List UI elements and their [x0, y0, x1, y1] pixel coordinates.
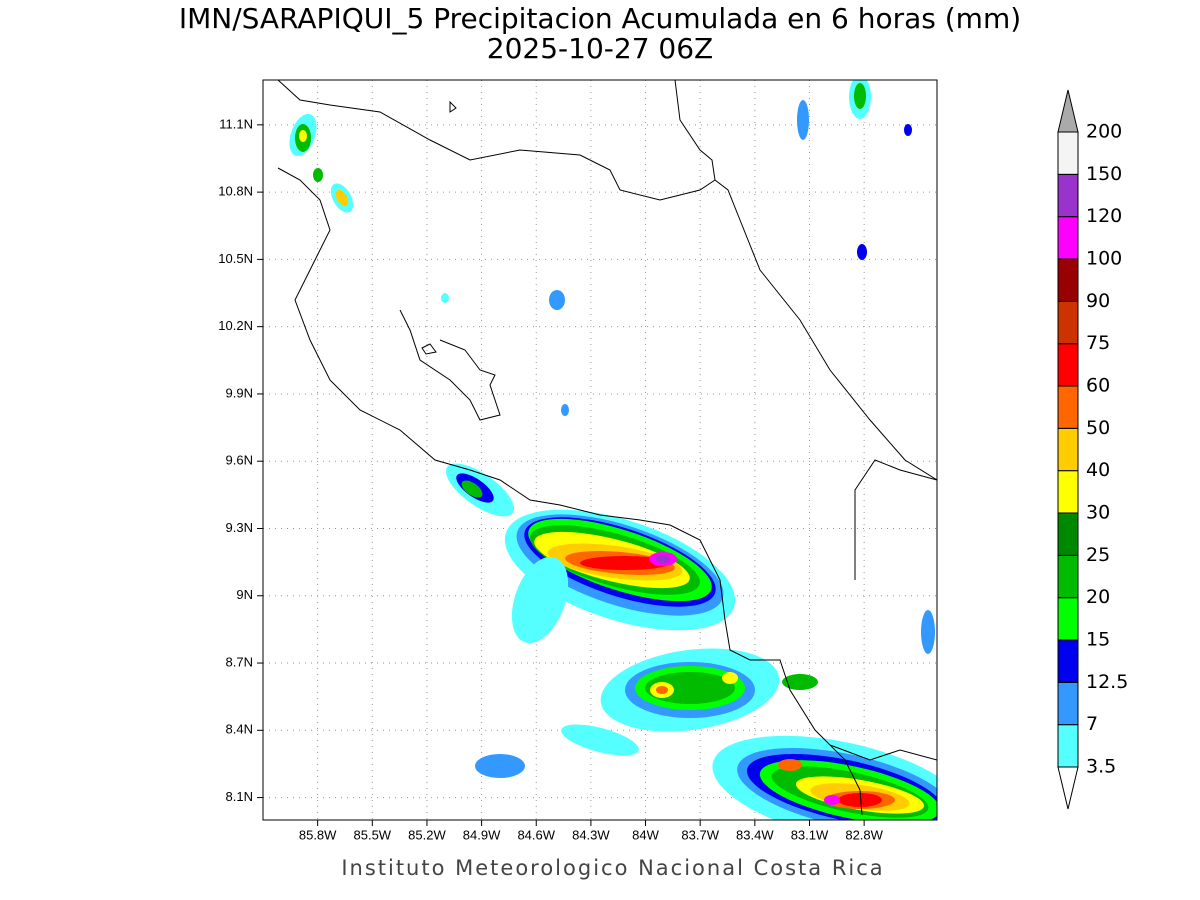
colorbar-segment — [1057, 258, 1079, 302]
colorbar-segment — [1057, 300, 1079, 345]
colorbar-segment — [1057, 597, 1079, 641]
x-tick-label: 85.2W — [408, 827, 446, 842]
colorbar-label: 7 — [1086, 713, 1098, 735]
y-tick-label: 10.8N — [218, 184, 253, 199]
title: IMN/SARAPIQUI_5 Precipitacion Acumulada … — [179, 2, 1021, 35]
x-tick-label: 84.3W — [572, 827, 610, 842]
colorbar-segment — [1057, 470, 1079, 514]
colorbar-segment — [1057, 131, 1079, 175]
x-tick-label: 84.9W — [463, 827, 501, 842]
footer: Instituto Meteorologico Nacional Costa R… — [341, 856, 884, 880]
colorbar-segment — [1057, 385, 1079, 429]
y-tick-label: 11.1N — [219, 116, 253, 131]
y-tick-label: 8.1N — [226, 789, 253, 804]
x-tick-label: 84.6W — [517, 827, 555, 842]
colorbar-label: 50 — [1086, 417, 1110, 439]
colorbar-under — [1057, 766, 1079, 810]
colorbar-label: 30 — [1086, 502, 1110, 524]
y-tick-label: 8.4N — [226, 722, 253, 737]
x-tick-label: 85.5W — [354, 827, 392, 842]
colorbar-segment — [1057, 512, 1079, 556]
y-tick-label: 9.3N — [226, 520, 253, 535]
colorbar-label: 3.5 — [1086, 756, 1116, 778]
colorbar-segment — [1057, 343, 1079, 387]
colorbar-over — [1057, 89, 1079, 133]
colorbar-label: 15 — [1086, 629, 1110, 651]
colorbar-label: 200 — [1086, 121, 1122, 143]
x-tick-label: 83.7W — [681, 827, 719, 842]
x-tick-label: 84W — [632, 827, 659, 842]
x-tick-label: 83.1W — [791, 827, 829, 842]
y-tick-label: 10.2N — [218, 318, 253, 333]
colorbar-label: 40 — [1086, 459, 1110, 481]
map-frame — [262, 79, 938, 821]
precip-main — [445, 463, 736, 644]
subtitle: 2025-10-27 06Z — [487, 32, 713, 65]
colorbar-label: 25 — [1086, 544, 1110, 566]
precip-north — [289, 80, 935, 654]
colorbar-label: 60 — [1086, 375, 1110, 397]
colorbar-label: 120 — [1086, 205, 1122, 227]
colorbar-label: 75 — [1086, 332, 1110, 354]
colorbar-label: 90 — [1086, 290, 1110, 312]
y-tick-label: 9.6N — [226, 453, 253, 468]
y-tick-label: 9.9N — [226, 385, 253, 400]
colorbar-segment — [1057, 554, 1079, 599]
x-tick-label: 82.8W — [845, 827, 883, 842]
colorbar-label: 20 — [1086, 586, 1110, 608]
x-tick-label: 83.4W — [736, 827, 774, 842]
x-tick-label: 85.8W — [299, 827, 337, 842]
colorbar: 3.5 7 12.5 15 20 25 30 40 50 60 75 90 100 120 150 200 — [1057, 89, 1128, 810]
y-tick-label: 10.5N — [218, 251, 253, 266]
colorbar-label: 150 — [1086, 163, 1122, 185]
colorbar-label: 100 — [1086, 248, 1122, 270]
precip-field — [289, 80, 937, 820]
colorbar-label: 12.5 — [1086, 671, 1128, 693]
y-tick-label: 9N — [236, 587, 253, 602]
grid — [263, 80, 937, 820]
colorbar-segment — [1057, 724, 1079, 768]
colorbar-segment — [1057, 681, 1079, 726]
colorbar-segment — [1057, 216, 1079, 260]
colorbar-segment — [1057, 427, 1079, 472]
colorbar-segment — [1057, 173, 1079, 218]
y-tick-label: 8.7N — [226, 654, 253, 669]
coastlines — [277, 80, 937, 816]
colorbar-segment — [1057, 639, 1079, 683]
axes: 85.8W 85.5W 85.2W 84.9W 84.6W 84.3W 84W 83.7W 83… — [218, 116, 883, 842]
